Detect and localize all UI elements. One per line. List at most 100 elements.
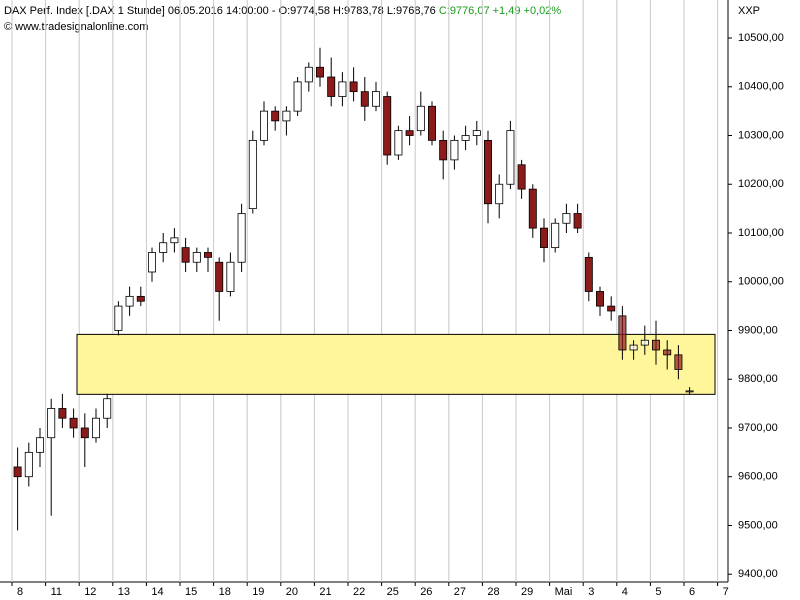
candle-body bbox=[316, 66, 324, 78]
y-tick-label: 10200,00 bbox=[738, 178, 784, 190]
x-tick-label: 28 bbox=[487, 586, 499, 598]
candle-body bbox=[618, 315, 627, 351]
chart-title: DAX Perf. Index [.DAX 1 Stunde] 06.05.20… bbox=[4, 5, 561, 17]
x-tick-label: 21 bbox=[319, 586, 331, 598]
x-tick-label: 14 bbox=[151, 586, 163, 598]
y-tick-label: 9900,00 bbox=[738, 324, 778, 336]
x-tick-label: 25 bbox=[387, 586, 399, 598]
title-main: DAX Perf. Index [.DAX 1 Stunde] 06.05.20… bbox=[4, 5, 436, 17]
candle-body bbox=[80, 427, 89, 439]
candle-body bbox=[428, 105, 436, 141]
candle-body bbox=[47, 408, 56, 439]
candle-body bbox=[416, 105, 425, 132]
candle-body bbox=[573, 213, 582, 229]
candle-body bbox=[383, 96, 392, 156]
candle-body bbox=[663, 349, 672, 356]
candle-body bbox=[439, 139, 448, 161]
candle-body bbox=[204, 252, 212, 258]
candle-body bbox=[461, 135, 470, 141]
x-tick-label: Mai bbox=[555, 586, 573, 598]
candle-body bbox=[248, 139, 257, 210]
candle-body bbox=[170, 237, 179, 244]
x-tick-label: 18 bbox=[219, 586, 231, 598]
candle-body bbox=[13, 466, 22, 478]
candle-body bbox=[237, 213, 246, 263]
candle-body bbox=[92, 417, 100, 439]
y-tick-label: 9500,00 bbox=[738, 519, 778, 531]
candle-body bbox=[24, 451, 33, 478]
candle-body bbox=[69, 417, 78, 429]
candle-body bbox=[327, 76, 336, 97]
candle-body bbox=[506, 130, 515, 185]
candle-body bbox=[58, 408, 67, 419]
y-tick-label: 10000,00 bbox=[738, 276, 784, 288]
candle-body bbox=[181, 247, 190, 263]
candle-body bbox=[136, 295, 145, 302]
candle-body bbox=[282, 110, 291, 122]
y-tick-label: 9400,00 bbox=[738, 568, 778, 580]
candle-body bbox=[495, 183, 504, 205]
candle-body bbox=[226, 261, 235, 292]
x-tick-label: 3 bbox=[588, 586, 594, 598]
candle-body bbox=[607, 305, 616, 312]
candle-body bbox=[405, 130, 414, 136]
x-tick-label: 13 bbox=[118, 586, 130, 598]
candle-body bbox=[551, 222, 560, 249]
candle-body bbox=[372, 91, 380, 107]
candle-body bbox=[349, 81, 358, 93]
x-tick-label: 5 bbox=[655, 586, 661, 598]
candle-body bbox=[215, 261, 224, 292]
y-tick-label: 9800,00 bbox=[738, 373, 778, 385]
candle-body bbox=[629, 344, 638, 351]
candle-body bbox=[652, 339, 660, 351]
x-tick-label: 15 bbox=[185, 586, 197, 598]
candle-body bbox=[540, 227, 548, 249]
x-tick-label: 12 bbox=[84, 586, 96, 598]
candle-body bbox=[584, 256, 593, 292]
title-change: C:9776,07 +1,49 +0,02% bbox=[439, 5, 562, 17]
candle-body bbox=[450, 139, 459, 161]
candle-body bbox=[484, 139, 492, 205]
candle-body bbox=[125, 295, 134, 307]
candle-body bbox=[674, 354, 683, 370]
zone bbox=[76, 333, 716, 395]
candle-body bbox=[338, 81, 347, 97]
candle-body bbox=[472, 130, 481, 136]
candle-body bbox=[159, 242, 168, 253]
x-tick-label: 22 bbox=[353, 586, 365, 598]
x-tick-label: 7 bbox=[723, 586, 729, 598]
candle-body bbox=[360, 91, 369, 107]
candle-body bbox=[293, 81, 302, 112]
y-tick-label: 9600,00 bbox=[738, 471, 778, 483]
x-tick-label: 19 bbox=[252, 586, 264, 598]
x-tick-label: 6 bbox=[689, 586, 695, 598]
y-tick-label: 10300,00 bbox=[738, 129, 784, 141]
x-tick-label: 27 bbox=[454, 586, 466, 598]
candle-body bbox=[304, 66, 313, 83]
x-tick-label: 20 bbox=[286, 586, 298, 598]
x-tick-label: 8 bbox=[17, 586, 23, 598]
candle-body bbox=[596, 291, 604, 307]
candle-body bbox=[685, 390, 694, 393]
x-tick-label: 4 bbox=[622, 586, 628, 598]
y-tick-label: 9700,00 bbox=[738, 422, 778, 434]
x-tick-label: 29 bbox=[521, 586, 533, 598]
candle-body bbox=[148, 252, 156, 273]
candle-body bbox=[192, 252, 201, 263]
candle-body bbox=[562, 213, 571, 224]
source: © www.tradesignalonline.com bbox=[4, 21, 148, 33]
candle-body bbox=[36, 437, 44, 453]
candle-body bbox=[517, 164, 526, 190]
x-tick-label: 26 bbox=[420, 586, 432, 598]
x-tick-label: 11 bbox=[51, 586, 62, 598]
candle-body bbox=[260, 110, 268, 141]
candle-body bbox=[114, 305, 123, 331]
axis-label: XXP bbox=[738, 5, 760, 17]
candle-body bbox=[394, 130, 403, 156]
candle-body bbox=[528, 188, 537, 229]
candle-body bbox=[640, 339, 649, 346]
candle-body bbox=[103, 398, 112, 419]
candle-body bbox=[271, 110, 280, 122]
